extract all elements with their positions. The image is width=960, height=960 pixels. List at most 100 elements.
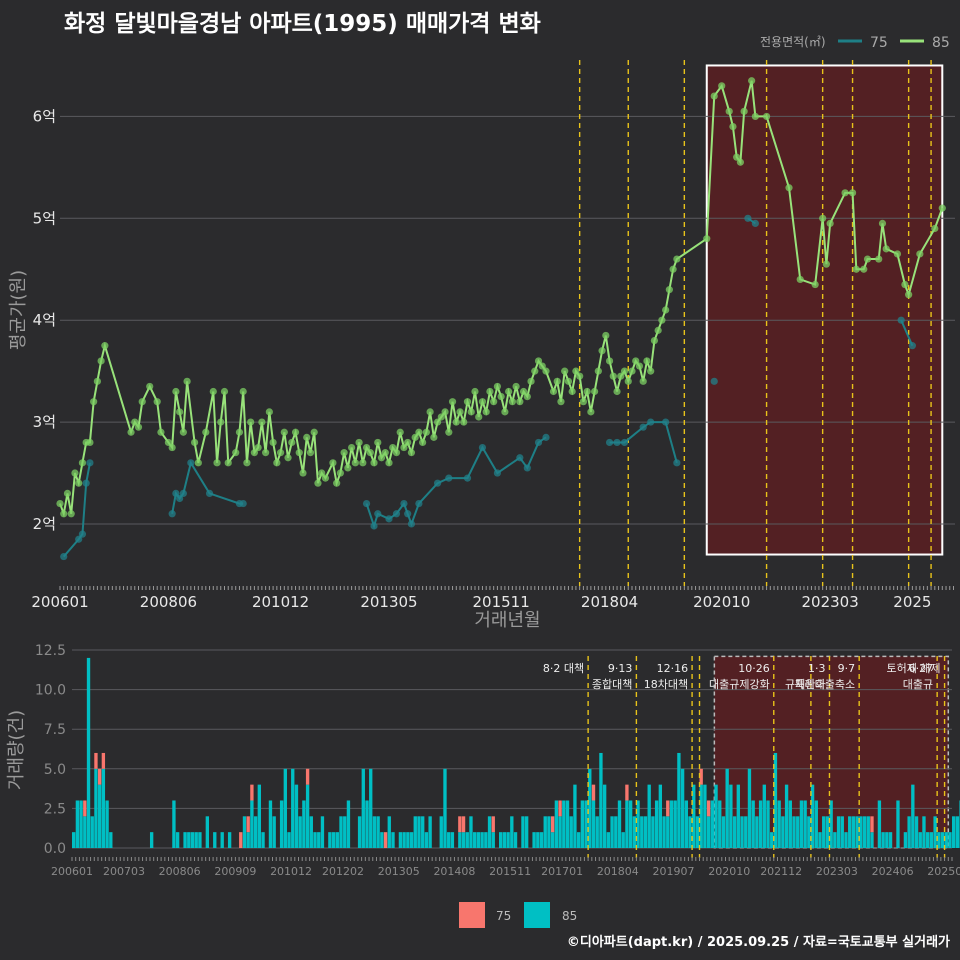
data-point-75 [179, 489, 187, 497]
data-point-75 [523, 464, 531, 472]
data-point-85 [419, 438, 427, 447]
bar-85 [654, 800, 659, 848]
data-point-85 [411, 433, 419, 441]
data-point-85 [235, 428, 244, 436]
data-point-75 [407, 520, 416, 528]
bar-85 [822, 816, 826, 848]
data-point-85 [157, 428, 165, 436]
data-point-85 [247, 418, 255, 426]
bar-85 [703, 784, 707, 848]
bar-75 [97, 768, 102, 785]
data-point-85 [916, 250, 924, 258]
bar-85 [257, 784, 261, 848]
data-point-75 [639, 423, 647, 431]
bar-85 [591, 800, 596, 848]
bar-85 [565, 800, 570, 848]
data-point-75 [415, 499, 423, 508]
x-tick-label: 201305 [360, 593, 417, 611]
bar-85 [413, 816, 417, 848]
data-point-85 [594, 367, 602, 375]
policy-label: 12·16 [657, 662, 689, 675]
data-point-85 [280, 428, 288, 436]
bar-85 [532, 832, 536, 848]
x-tick-label-bottom: 201408 [433, 865, 475, 878]
data-point-85 [703, 235, 711, 243]
data-point-85 [508, 398, 516, 406]
x-tick-label: 2025 [893, 593, 931, 611]
bar-85 [461, 832, 466, 848]
data-point-85 [557, 398, 565, 406]
chart-title: 화정 달빛마을경남 아파트(1995) 매매가격 변화 [64, 11, 541, 37]
bar-85 [688, 816, 692, 848]
bar-85 [710, 800, 714, 848]
bar-75 [550, 816, 555, 833]
y-tick-label-bottom: 12.5 [35, 643, 66, 659]
bar-85 [272, 816, 276, 848]
data-point-85 [882, 245, 890, 253]
policy-label: 종합대책 [592, 678, 632, 691]
data-point-75 [433, 479, 442, 487]
bar-85 [320, 816, 325, 848]
bar-85 [944, 832, 948, 848]
bar-85 [72, 832, 76, 848]
bar-85 [662, 816, 666, 848]
data-point-85 [254, 443, 262, 452]
bar-85 [569, 816, 573, 848]
bar-85 [751, 800, 755, 848]
data-point-85 [176, 408, 184, 416]
data-point-85 [273, 459, 281, 467]
data-point-85 [179, 428, 187, 436]
data-point-85 [568, 387, 576, 396]
bar-85 [914, 816, 919, 848]
bar-85 [465, 832, 469, 848]
bar-85 [706, 816, 711, 848]
legend-label-75: 75 [870, 35, 888, 51]
bar-85 [840, 816, 844, 848]
data-point-85 [232, 449, 240, 457]
bar-75 [699, 768, 703, 785]
data-point-85 [276, 449, 285, 457]
bar-85 [777, 800, 781, 848]
bar-85 [398, 832, 403, 848]
data-point-85 [194, 459, 202, 467]
data-point-85 [501, 408, 509, 416]
data-point-85 [71, 469, 79, 477]
bar-85 [796, 816, 800, 848]
data-point-85 [265, 408, 273, 416]
bar-85 [588, 768, 592, 848]
bar-85 [305, 784, 310, 848]
bar-85 [521, 816, 525, 848]
bar-85 [651, 816, 655, 848]
data-point-85 [190, 438, 199, 447]
data-point-85 [153, 398, 161, 406]
data-point-85 [97, 357, 105, 365]
bar-75 [83, 800, 87, 817]
bar-75 [870, 816, 874, 833]
data-point-85 [654, 326, 662, 334]
bar-85 [810, 784, 815, 848]
data-point-85 [785, 184, 793, 192]
data-point-85 [134, 423, 143, 431]
bar-75 [558, 800, 562, 817]
data-point-85 [366, 449, 374, 457]
bar-85 [242, 816, 247, 848]
x-tick-label-bottom: 201804 [597, 865, 639, 878]
data-point-85 [561, 367, 569, 375]
data-point-85 [60, 510, 68, 518]
data-point-85 [392, 449, 401, 457]
legend-label-bar-85: 85 [562, 909, 577, 923]
y-tick-label-bottom: 10.0 [35, 683, 66, 699]
data-point-85 [639, 377, 647, 385]
bar-85 [409, 832, 414, 848]
data-point-85 [344, 464, 352, 472]
bar-85 [298, 816, 302, 848]
bar-85 [391, 832, 395, 848]
x-tick-label: 200806 [140, 593, 197, 611]
bar-75 [94, 752, 98, 769]
bar-85 [911, 784, 915, 848]
policy-label: 1·3 [808, 662, 826, 675]
data-point-85 [284, 454, 292, 462]
bar-85 [580, 800, 585, 848]
bar-85 [606, 832, 611, 848]
